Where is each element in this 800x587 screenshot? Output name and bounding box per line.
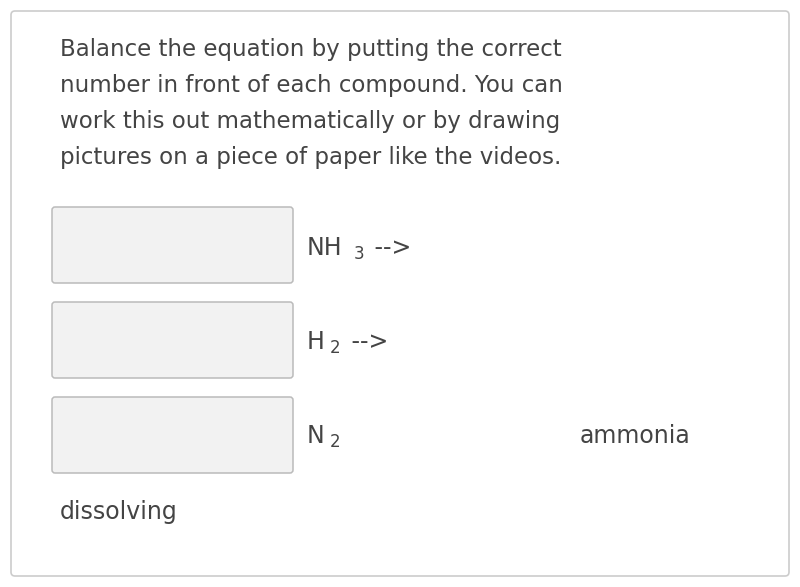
Text: 3: 3 — [354, 245, 364, 263]
Text: -->: --> — [367, 236, 411, 260]
Text: N: N — [307, 424, 325, 448]
Text: number in front of each compound. You can: number in front of each compound. You ca… — [60, 74, 563, 97]
FancyBboxPatch shape — [52, 397, 293, 473]
Text: -->: --> — [344, 330, 388, 354]
Text: H: H — [307, 330, 325, 354]
FancyBboxPatch shape — [11, 11, 789, 576]
Text: dissolving: dissolving — [60, 500, 178, 524]
Text: 2: 2 — [330, 433, 341, 451]
FancyBboxPatch shape — [52, 302, 293, 378]
FancyBboxPatch shape — [52, 207, 293, 283]
Text: 2: 2 — [330, 339, 341, 357]
Text: NH: NH — [307, 236, 342, 260]
Text: Balance the equation by putting the correct: Balance the equation by putting the corr… — [60, 38, 562, 61]
Text: ammonia: ammonia — [580, 424, 690, 448]
Text: pictures on a piece of paper like the videos.: pictures on a piece of paper like the vi… — [60, 146, 562, 169]
Text: work this out mathematically or by drawing: work this out mathematically or by drawi… — [60, 110, 560, 133]
